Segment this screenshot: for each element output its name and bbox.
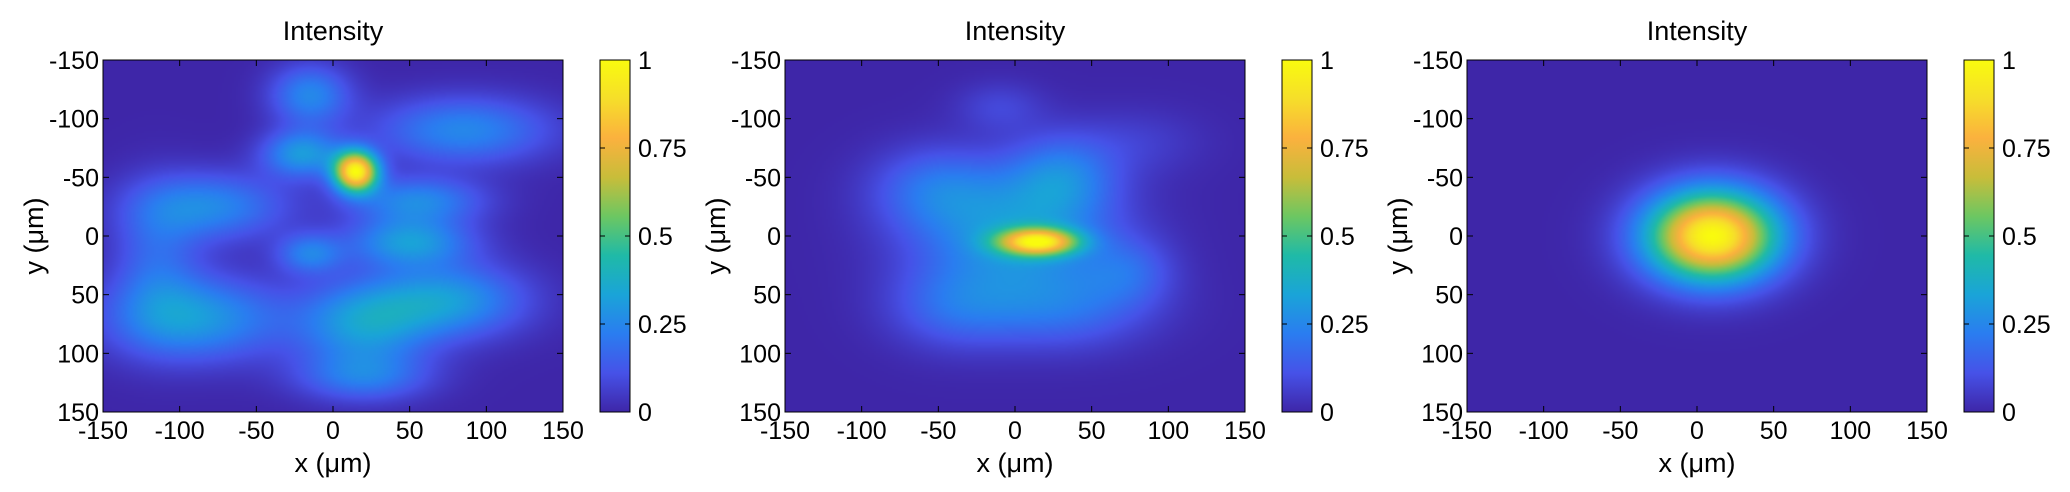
colorbar-tick-label: 1 bbox=[638, 47, 652, 75]
heatmap-image bbox=[103, 60, 563, 412]
colorbar-tick-label: 0.5 bbox=[2002, 223, 2037, 251]
y-tick-label: -100 bbox=[1413, 106, 1463, 134]
y-tick-label: 50 bbox=[753, 282, 781, 310]
y-tick-label: 0 bbox=[767, 223, 781, 251]
x-tick-label: 0 bbox=[326, 417, 340, 445]
x-tick-label: 0 bbox=[1690, 417, 1704, 445]
y-axis-label: y (μm) bbox=[1383, 197, 1413, 274]
x-tick-label: -100 bbox=[1519, 417, 1569, 445]
y-tick-label: 0 bbox=[1449, 223, 1463, 251]
y-tick-label: -100 bbox=[49, 106, 99, 134]
y-tick-label: -150 bbox=[731, 47, 781, 75]
colorbar-tick-label: 1 bbox=[2002, 47, 2016, 75]
x-axis-label: x (μm) bbox=[1658, 448, 1735, 478]
x-tick-label: 100 bbox=[1829, 417, 1871, 445]
x-tick-label: 150 bbox=[542, 417, 584, 445]
y-tick-label: 0 bbox=[85, 223, 99, 251]
colorbar-tick-label: 0.5 bbox=[1320, 223, 1355, 251]
chart-panel-3: -150 -100 -50 0 50 100 150-150-100-50050100150… bbox=[1383, 16, 2051, 478]
colorbar-tick-label: 0.25 bbox=[2002, 311, 2051, 339]
colorbar-tick-label: 0.5 bbox=[638, 223, 673, 251]
y-tick-label: 50 bbox=[1435, 282, 1463, 310]
colorbar-tick-label: 0 bbox=[2002, 399, 2016, 427]
x-axis-label: x (μm) bbox=[976, 448, 1053, 478]
x-tick-label: 50 bbox=[396, 417, 424, 445]
y-tick-label: -150 bbox=[1413, 47, 1463, 75]
axes-frame bbox=[1466, 59, 1928, 413]
x-tick-label: -150 bbox=[1442, 417, 1492, 445]
chart-panel-2: -150 -100 -50 0 50 100 150-150-100-50050100150… bbox=[701, 16, 1369, 478]
axes-frame bbox=[784, 59, 1246, 413]
y-tick-label: -50 bbox=[63, 164, 99, 192]
y-tick-label: 100 bbox=[739, 340, 781, 368]
x-axis-label: x (μm) bbox=[294, 448, 371, 478]
x-tick-label: -150 bbox=[78, 417, 128, 445]
y-tick-label: -50 bbox=[1427, 164, 1463, 192]
x-tick-label: -50 bbox=[1602, 417, 1638, 445]
y-tick-label: 50 bbox=[71, 282, 99, 310]
x-tick-label: 100 bbox=[465, 417, 507, 445]
x-tick-label: -150 bbox=[760, 417, 810, 445]
chart-title: Intensity bbox=[283, 16, 384, 46]
y-tick-label: 150 bbox=[739, 399, 781, 427]
y-tick-label: -50 bbox=[745, 164, 781, 192]
x-tick-label: 50 bbox=[1078, 417, 1106, 445]
x-tick-label: 100 bbox=[1147, 417, 1189, 445]
y-tick-label: 150 bbox=[57, 399, 99, 427]
y-axis-label: y (μm) bbox=[19, 197, 49, 274]
colorbar-tick-label: 1 bbox=[1320, 47, 1334, 75]
x-tick-label: -50 bbox=[920, 417, 956, 445]
colorbar-tick-label: 0.25 bbox=[638, 311, 687, 339]
x-tick-label: 150 bbox=[1906, 417, 1948, 445]
y-tick-label: -100 bbox=[731, 106, 781, 134]
heatmap-image bbox=[1467, 60, 1927, 412]
chart-panel-1: -150 -100 -50 0 50 100 150-150-100-50050100150… bbox=[19, 16, 687, 478]
colorbar-tick-label: 0.25 bbox=[1320, 311, 1369, 339]
x-tick-label: 150 bbox=[1224, 417, 1266, 445]
chart-title: Intensity bbox=[965, 16, 1066, 46]
axes-frame bbox=[102, 59, 564, 413]
colorbar-tick-label: 0 bbox=[1320, 399, 1334, 427]
x-tick-label: -50 bbox=[238, 417, 274, 445]
chart-title: Intensity bbox=[1647, 16, 1748, 46]
colorbar-tick-label: 0.75 bbox=[638, 135, 687, 163]
y-tick-label: 150 bbox=[1421, 399, 1463, 427]
x-tick-label: -100 bbox=[837, 417, 887, 445]
heatmap-image bbox=[785, 60, 1245, 412]
x-tick-label: -100 bbox=[155, 417, 205, 445]
x-tick-label: 50 bbox=[1760, 417, 1788, 445]
colorbar-tick-label: 0.75 bbox=[2002, 135, 2051, 163]
y-tick-label: 100 bbox=[1421, 340, 1463, 368]
colorbar-tick-label: 0.75 bbox=[1320, 135, 1369, 163]
x-tick-label: 0 bbox=[1008, 417, 1022, 445]
y-axis-label: y (μm) bbox=[701, 197, 731, 274]
colorbar-tick-label: 0 bbox=[638, 399, 652, 427]
y-tick-label: -150 bbox=[49, 47, 99, 75]
y-tick-label: 100 bbox=[57, 340, 99, 368]
